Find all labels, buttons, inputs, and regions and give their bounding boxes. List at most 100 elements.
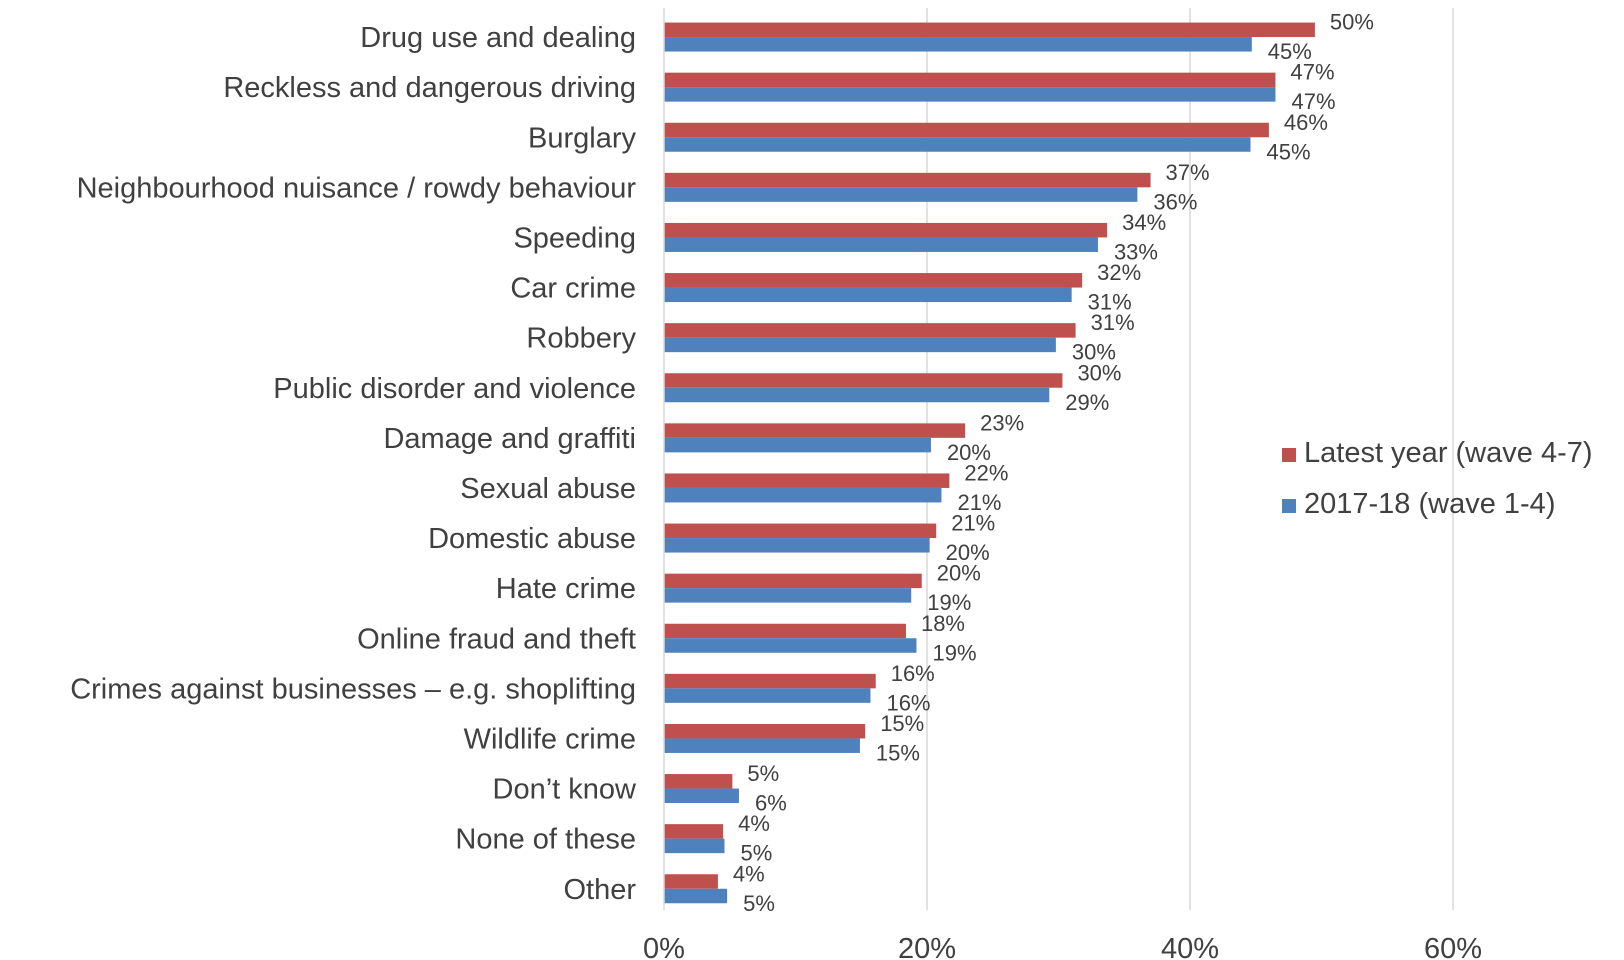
bar-2017-18 <box>664 888 728 904</box>
category-label: Don’t know <box>493 774 638 806</box>
legend-label: Latest year (wave 4-7) <box>1304 437 1593 469</box>
data-label: 36% <box>1153 189 1197 214</box>
bar-latest-year <box>664 122 1269 138</box>
data-label: 50% <box>1330 10 1374 35</box>
data-label: 47% <box>1290 60 1334 85</box>
bar-2017-18 <box>664 738 860 753</box>
data-label: 45% <box>1266 139 1310 164</box>
x-tick-label: 0% <box>643 933 685 960</box>
data-label: 20% <box>937 561 981 586</box>
bar-2017-18 <box>664 87 1276 102</box>
x-tick-label: 20% <box>898 933 956 960</box>
bar-2017-18 <box>664 638 917 653</box>
data-label: 4% <box>738 811 770 836</box>
bar-latest-year <box>664 172 1151 188</box>
legend-swatch <box>1282 499 1296 513</box>
category-label: Hate crime <box>496 573 636 605</box>
bar-latest-year <box>664 523 937 539</box>
bar-latest-year <box>664 22 1315 38</box>
data-label: 19% <box>927 590 971 615</box>
bar-2017-18 <box>664 187 1138 202</box>
data-label: 21% <box>957 490 1001 515</box>
category-label: Crimes against businesses – e.g. shoplif… <box>70 673 636 705</box>
bar-latest-year <box>664 373 1063 388</box>
category-label: Online fraud and theft <box>357 623 636 655</box>
data-label: 5% <box>743 891 775 916</box>
data-label: 6% <box>755 791 787 816</box>
bar-2017-18 <box>664 37 1252 52</box>
data-label: 29% <box>1065 390 1109 415</box>
data-label: 37% <box>1166 160 1210 185</box>
category-label: Other <box>563 874 636 906</box>
data-label: 19% <box>932 640 976 665</box>
bar-latest-year <box>664 774 733 789</box>
data-label: 16% <box>891 661 935 686</box>
x-tick-label: 40% <box>1161 933 1219 960</box>
bar-2017-18 <box>664 137 1251 152</box>
category-labels: Drug use and dealing Reckless and dangero… <box>70 22 637 906</box>
data-label: 15% <box>876 740 920 765</box>
data-label: 30% <box>1072 340 1116 365</box>
data-labels: 50%45%47%47%46%45%37%36%34%33%32%31%31%3… <box>733 10 1374 916</box>
data-label: 33% <box>1114 239 1158 264</box>
bar-latest-year <box>664 222 1108 238</box>
category-label: Drug use and dealing <box>360 22 636 54</box>
bar-2017-18 <box>664 838 725 854</box>
data-label: 5% <box>747 761 779 786</box>
bar-latest-year <box>664 273 1083 288</box>
data-label: 32% <box>1097 260 1141 285</box>
category-label: Speeding <box>513 222 636 254</box>
category-label: Damage and graffiti <box>383 423 636 455</box>
bar-latest-year <box>664 623 906 639</box>
bar-latest-year <box>664 573 922 589</box>
data-label: 22% <box>964 460 1008 485</box>
category-label: Wildlife crime <box>464 723 636 755</box>
bar-latest-year <box>664 473 950 488</box>
data-label: 31% <box>1091 310 1135 335</box>
data-label: 20% <box>946 540 990 565</box>
data-label: 45% <box>1268 39 1312 64</box>
data-label: 18% <box>921 611 965 636</box>
data-label: 47% <box>1291 89 1335 114</box>
axes: 0% 20% 40% 60% <box>643 8 1482 960</box>
bars <box>664 22 1315 904</box>
category-label: None of these <box>455 824 636 856</box>
category-label: Car crime <box>510 273 636 305</box>
data-label: 21% <box>951 511 995 536</box>
bar-latest-year <box>664 874 718 889</box>
data-label: 4% <box>733 861 765 886</box>
bar-2017-18 <box>664 688 871 703</box>
data-label: 15% <box>880 711 924 736</box>
bar-latest-year <box>664 323 1076 338</box>
bar-2017-18 <box>664 487 942 503</box>
bar-latest-year <box>664 72 1276 88</box>
bar-2017-18 <box>664 237 1098 252</box>
x-tick-label: 60% <box>1424 933 1482 960</box>
category-label: Sexual abuse <box>460 473 636 505</box>
data-label: 34% <box>1122 210 1166 235</box>
category-label: Domestic abuse <box>428 523 636 555</box>
category-label: Neighbourhood nuisance / rowdy behaviour <box>77 172 637 204</box>
bar-latest-year <box>664 824 724 839</box>
data-label: 5% <box>740 841 772 866</box>
legend-swatch <box>1282 448 1296 462</box>
data-label: 30% <box>1077 360 1121 385</box>
bar-2017-18 <box>664 588 912 603</box>
data-label: 16% <box>886 690 930 715</box>
grid-lines <box>926 8 1454 910</box>
bar-latest-year <box>664 673 876 689</box>
data-label: 31% <box>1088 290 1132 315</box>
legend-label: 2017-18 (wave 1-4) <box>1304 488 1555 520</box>
category-label: Robbery <box>526 323 636 355</box>
bar-2017-18 <box>664 287 1072 303</box>
data-label: 20% <box>947 440 991 465</box>
bar-latest-year <box>664 723 866 739</box>
bar-2017-18 <box>664 337 1056 353</box>
category-label: Reckless and dangerous driving <box>223 72 636 104</box>
category-label: Public disorder and violence <box>273 373 636 405</box>
bar-2017-18 <box>664 437 931 453</box>
data-label: 46% <box>1284 110 1328 135</box>
bar-2017-18 <box>664 788 739 804</box>
bar-latest-year <box>664 423 966 438</box>
